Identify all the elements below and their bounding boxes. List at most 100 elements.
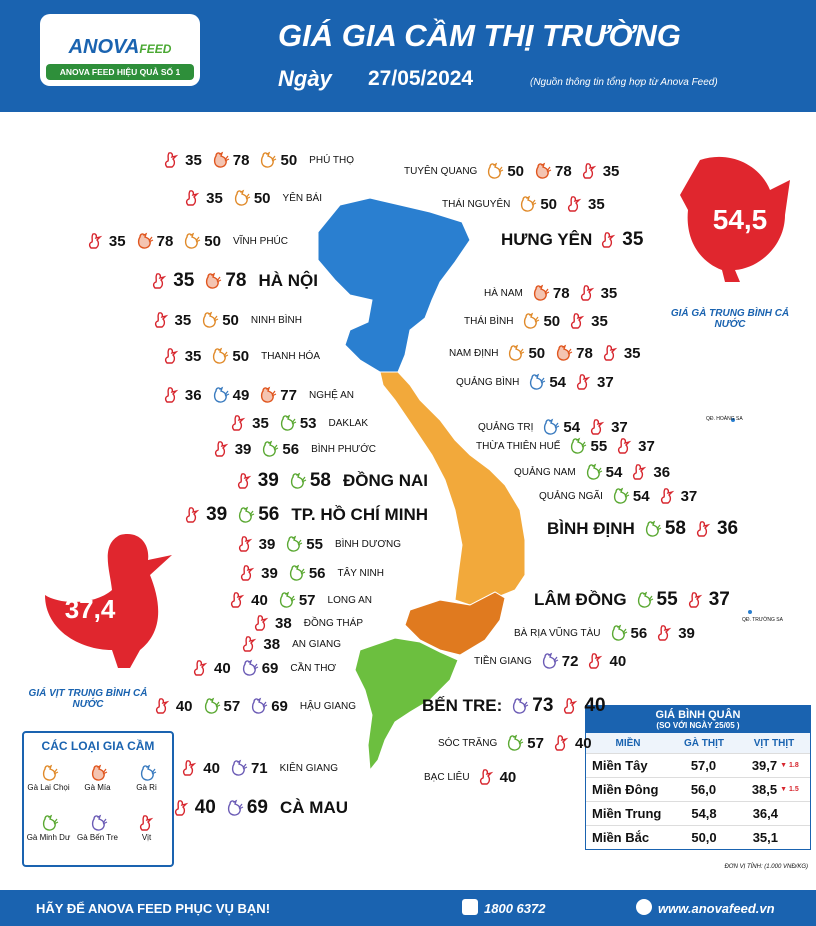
price: 39: [678, 624, 695, 642]
chicken-outline: [279, 591, 293, 608]
bird-icon: [239, 506, 255, 523]
table-row: Miền Trung 54,8 36,4: [586, 801, 810, 825]
duck-outline: [688, 592, 702, 608]
bird-icon: [139, 815, 153, 831]
province: HÀ NAM 78 35: [480, 283, 622, 303]
chicken-tail: [582, 441, 587, 448]
chicken-tail: [215, 701, 220, 708]
price: 38: [275, 614, 292, 632]
chicken-outline: [488, 162, 502, 179]
price: 39: [261, 564, 278, 582]
province-name: KIÊN GIANG: [279, 762, 338, 774]
price: 50: [204, 232, 221, 250]
duck-outline: [554, 735, 569, 751]
table-cell: Miền Tây: [592, 758, 648, 773]
chicken-tail: [271, 390, 277, 397]
chicken-outline: [533, 284, 547, 301]
price: 35: [174, 311, 192, 329]
price: 55: [656, 589, 678, 610]
table-cell: 50,0: [691, 830, 717, 845]
province-name: QUẢNG NAM: [514, 466, 576, 478]
bird-icon: [696, 521, 711, 537]
table-unit: ĐƠN VỊ TÍNH: (1.000 VNĐ/KG): [724, 864, 808, 870]
province: 35 50 NINH BÌNH: [152, 310, 307, 330]
duck-outline: [567, 196, 582, 212]
bird-icon: [571, 437, 587, 454]
province-name: YÊN BÁI: [282, 192, 322, 204]
bird-icon: [214, 441, 229, 457]
bird-icon: [261, 386, 277, 403]
bird-icon: [542, 652, 559, 669]
bird-icon: [508, 734, 524, 751]
chicken-outline: [571, 437, 585, 454]
price: 39: [206, 504, 228, 525]
price: 50: [528, 344, 546, 362]
bird-icon: [660, 488, 674, 504]
chicken-tail: [624, 491, 630, 498]
price: 78: [232, 151, 250, 169]
footer-phone[interactable]: 1800 6372: [484, 901, 546, 916]
duck-outline: [231, 592, 245, 608]
table-body: Miền Tây 57,0 39,7 ▼ 1.8 Miền Đông 56,0 38,5 ▼ …: [586, 753, 810, 849]
province: TIỀN GIANG 72 40: [470, 651, 631, 671]
province: 40 71 KIÊN GIANG: [180, 758, 342, 778]
chicken-silhouette: [680, 156, 790, 282]
province-name: THỪA THIÊN HUẾ: [476, 440, 561, 452]
bird-icon: [243, 636, 257, 652]
chicken-outline: [261, 151, 275, 168]
chicken-outline: [91, 814, 105, 831]
chicken-tail: [53, 768, 58, 775]
province: 39 56 TP. HỒ CHÍ MINH: [183, 504, 432, 526]
header: ANOVAFEED ANOVA FEED HIỆU QUẢ SỐ 1 GIÁ G…: [0, 0, 816, 112]
province: 35 53 DAKLAK: [229, 413, 372, 433]
province: 35 78 HÀ NỘI: [150, 270, 322, 292]
province-name: ĐỒNG NAI: [343, 471, 428, 490]
bird-icon: [91, 764, 107, 781]
table-cell: Miền Bắc: [592, 830, 650, 845]
bird-icon: [241, 565, 255, 581]
bird-icon: [234, 189, 251, 206]
chicken-tail: [148, 236, 153, 243]
island-label: QĐ. HOÀNG SA: [706, 416, 743, 422]
bird-icon: [193, 660, 208, 676]
footer-website[interactable]: www.anovafeed.vn: [658, 901, 775, 916]
bird-icon: [213, 347, 229, 364]
logo-suffix: FEED: [139, 42, 172, 56]
legend-label: Gà Mía: [84, 783, 111, 792]
bird-icon: [535, 162, 552, 179]
province: SÓC TRĂNG 57 40: [434, 733, 597, 753]
province-name: NINH BÌNH: [250, 314, 302, 326]
price: 56: [630, 624, 648, 642]
bird-icon: [637, 591, 653, 608]
footer: HÃY ĐỂ ANOVA FEED PHỤC VỤ BẠN! 1800 6372…: [0, 890, 816, 926]
province-name: BẾN TRE:: [422, 696, 503, 715]
province-name: THANH HÓA: [261, 350, 320, 362]
province-name: SÓC TRĂNG: [438, 737, 498, 749]
province-name: TP. HỒ CHÍ MINH: [291, 505, 428, 524]
logo-name: ANOVA: [68, 36, 140, 58]
province-name: QUẢNG TRỊ: [478, 421, 534, 433]
chicken-outline: [252, 697, 266, 714]
legend-title: CÁC LOẠI GIA CẦM: [41, 739, 155, 753]
table-cell: Miền Trung: [592, 806, 662, 821]
price: 35: [173, 270, 195, 291]
price: 54: [563, 418, 581, 436]
province: 39 58 ĐỒNG NAI: [235, 470, 432, 492]
price: 78: [156, 232, 174, 250]
province: 39 55 BÌNH DƯƠNG: [236, 534, 405, 554]
chicken-tail: [567, 348, 573, 355]
chicken-tail: [553, 656, 559, 663]
duck-outline: [232, 415, 246, 431]
duck-outline: [139, 815, 153, 831]
price: 50: [232, 347, 250, 365]
duck-outline: [193, 660, 208, 676]
chicken-tail: [498, 166, 504, 173]
chicken-outline: [140, 764, 154, 781]
province-name: AN GIANG: [292, 638, 341, 650]
chicken-tail: [245, 193, 251, 200]
province-name: CÀ MAU: [280, 798, 348, 817]
duck-outline: [165, 152, 179, 168]
province: 38 ĐỒNG THÁP: [252, 613, 367, 633]
province: LÂM ĐỒNG 55 37: [530, 589, 735, 611]
